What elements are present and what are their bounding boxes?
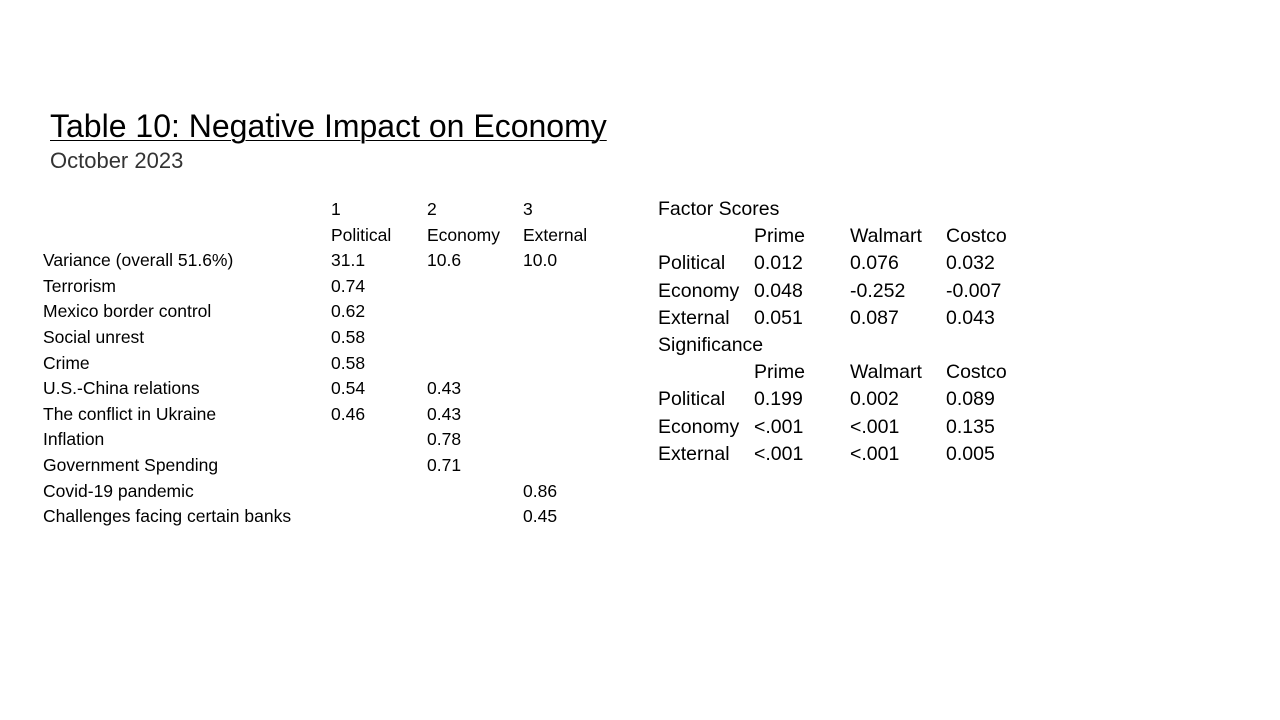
row-label: Terrorism <box>43 275 116 296</box>
cell-value: -0.252 <box>850 279 906 302</box>
cell-value: 0.45 <box>523 506 558 527</box>
row-label: Political <box>658 252 726 275</box>
cell-value: 0.005 <box>946 442 995 465</box>
cell-value: 0.135 <box>946 415 995 438</box>
cell-value: 10.6 <box>427 250 462 271</box>
cell-value: 0.032 <box>946 252 995 275</box>
cell-value: <.001 <box>850 442 900 465</box>
cell-value: 0.71 <box>427 454 462 475</box>
cell-value: 0.048 <box>754 279 803 302</box>
cell-value: 10.0 <box>523 250 558 271</box>
cell-value: 0.62 <box>331 301 366 322</box>
cell-value: 0.86 <box>523 480 558 501</box>
row-label: Economy <box>658 415 740 438</box>
row-label: External <box>658 306 730 329</box>
header-factor-name: Economy <box>427 224 500 245</box>
header-factor-number: 3 <box>523 199 533 219</box>
column-header: Walmart <box>850 361 922 384</box>
cell-value: 0.043 <box>946 306 995 329</box>
cell-value: 0.089 <box>946 388 995 411</box>
cell-value: 0.43 <box>427 403 462 424</box>
row-label: Covid-19 pandemic <box>43 480 194 501</box>
row-label: Crime <box>43 352 90 373</box>
column-header: Prime <box>754 225 805 248</box>
header-factor-number: 1 <box>331 199 341 219</box>
cell-value: <.001 <box>850 415 900 438</box>
factor-scores-heading: Factor Scores <box>658 198 780 220</box>
column-header: Costco <box>946 225 1007 248</box>
cell-value: 0.46 <box>331 403 366 424</box>
cell-value: <.001 <box>754 442 804 465</box>
slide-title: Table 10: Negative Impact on Economy <box>50 108 607 144</box>
slide-subtitle: October 2023 <box>50 148 184 173</box>
row-label: Government Spending <box>43 454 219 475</box>
row-label: The conflict in Ukraine <box>43 403 217 424</box>
cell-value: 0.002 <box>850 388 899 411</box>
cell-value: <.001 <box>754 415 804 438</box>
cell-value: 31.1 <box>331 250 366 271</box>
cell-value: 0.43 <box>427 378 462 399</box>
cell-value: 0.74 <box>331 275 366 296</box>
row-label: Inflation <box>43 429 105 450</box>
row-label: U.S.-China relations <box>43 378 200 399</box>
cell-value: 0.076 <box>850 252 899 275</box>
cell-value: 0.58 <box>331 352 366 373</box>
header-factor-number: 2 <box>427 199 437 219</box>
cell-value: 0.012 <box>754 252 803 275</box>
cell-value: 0.58 <box>331 326 366 347</box>
column-header: Prime <box>754 361 805 384</box>
header-factor-name: External <box>523 224 588 245</box>
header-factor-name: Political <box>331 224 392 245</box>
row-label: Mexico border control <box>43 301 212 322</box>
row-label: Political <box>658 388 726 411</box>
row-label: External <box>658 442 730 465</box>
row-label: Economy <box>658 279 740 302</box>
column-header: Walmart <box>850 225 922 248</box>
significance-heading: Significance <box>658 333 764 356</box>
cell-value: 0.78 <box>427 429 462 450</box>
row-label: Variance (overall 51.6%) <box>43 250 234 271</box>
column-header: Costco <box>946 361 1007 384</box>
row-label: Challenges facing certain banks <box>43 506 292 527</box>
cell-value: 0.051 <box>754 306 803 329</box>
cell-value: 0.54 <box>331 378 366 399</box>
cell-value: 0.199 <box>754 388 803 411</box>
cell-value: -0.007 <box>946 279 1002 302</box>
row-label: Social unrest <box>43 326 145 347</box>
cell-value: 0.087 <box>850 306 899 329</box>
